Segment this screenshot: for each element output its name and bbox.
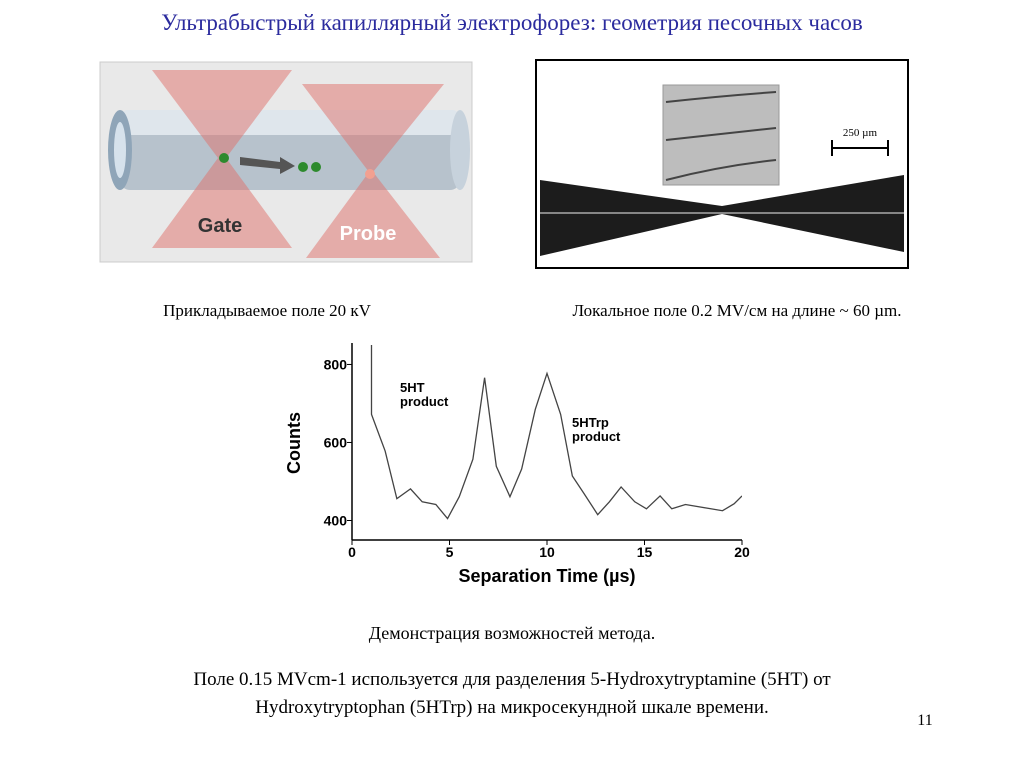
gate-probe-figure: Gate Probe <box>99 61 473 263</box>
description-line: Hydroxytryptophan (5HTrp) на микросекунд… <box>255 697 769 718</box>
x-tick-label: 10 <box>539 544 555 560</box>
y-tick-label: 800 <box>324 356 348 372</box>
gate-label: Gate <box>198 215 242 237</box>
annotation: 5HTrp <box>572 415 609 430</box>
hourglass-micrograph: 250 µm <box>535 59 909 269</box>
y-tick-label: 400 <box>324 512 348 528</box>
x-tick-label: 20 <box>734 544 750 560</box>
x-axis-label: Separation Time (µs) <box>458 566 635 586</box>
description-line: Поле 0.15 MVcm-1 используется для раздел… <box>193 669 831 690</box>
probe-label: Probe <box>340 223 397 245</box>
x-tick-label: 5 <box>446 544 454 560</box>
data-line <box>370 344 742 520</box>
x-tick-label: 0 <box>348 544 356 560</box>
description-title: Демонстрация возможностей метода. <box>369 623 655 643</box>
slide-title: Ультрабыстрый капиллярный электрофорез: … <box>161 10 863 35</box>
x-tick-label: 15 <box>637 544 653 560</box>
y-axis-label: Counts <box>284 412 304 474</box>
page-number: 11 <box>917 712 932 729</box>
scale-label: 250 µm <box>843 127 878 139</box>
chart: 400 600 800 0 5 10 15 20 Separation Time (µs) Cou… <box>284 343 750 586</box>
caption: Локальное поле 0.2 MV/см на длине ~ 60 µ… <box>573 301 902 320</box>
annotation: 5HT <box>400 380 425 395</box>
caption: Прикладываемое поле 20 кV <box>163 301 372 320</box>
y-tick-label: 600 <box>324 434 348 450</box>
annotation: product <box>572 429 621 444</box>
annotation: product <box>400 394 449 409</box>
